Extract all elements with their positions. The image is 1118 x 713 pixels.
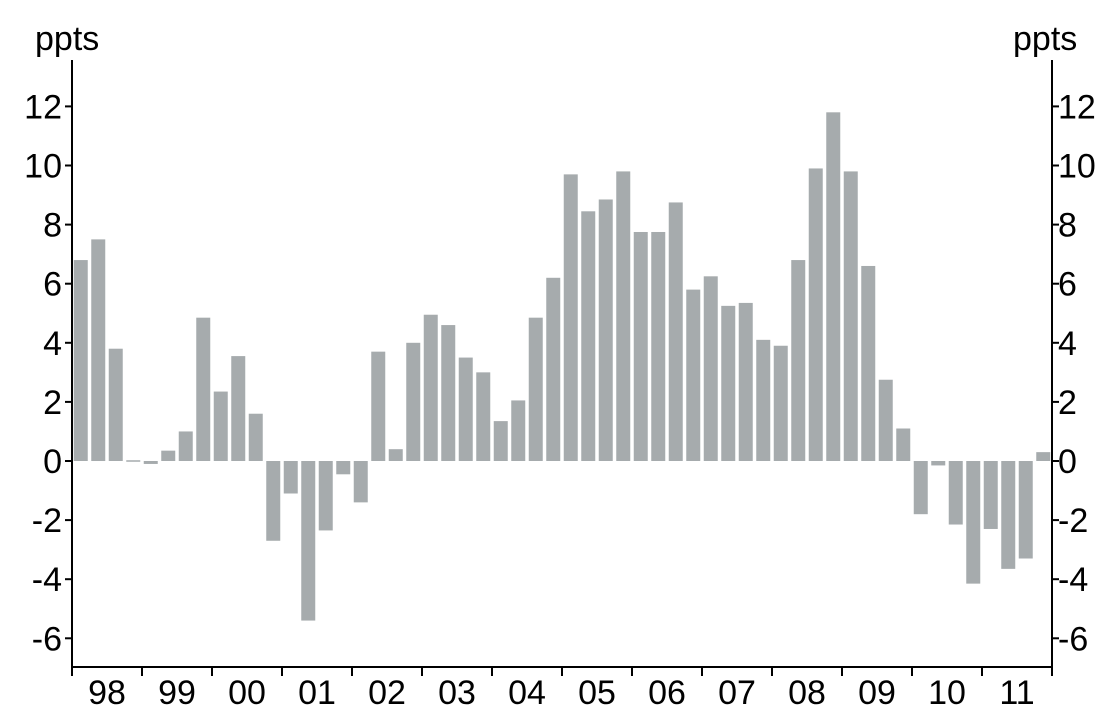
y-tick-label-left: -4 bbox=[32, 561, 62, 599]
y-tick-label-right: 2 bbox=[1058, 384, 1077, 422]
bar bbox=[703, 276, 718, 461]
bar bbox=[686, 289, 701, 461]
bar bbox=[493, 421, 508, 461]
bar bbox=[1018, 461, 1033, 559]
y-tick-label-right: 8 bbox=[1058, 207, 1077, 245]
bar bbox=[913, 461, 928, 515]
bar bbox=[353, 461, 368, 503]
bar bbox=[213, 391, 228, 461]
y-axis-label-right: ppts bbox=[1013, 20, 1077, 58]
x-tick-label: 99 bbox=[158, 674, 196, 712]
bar bbox=[668, 202, 683, 461]
axes-group bbox=[65, 60, 1059, 676]
bar bbox=[651, 231, 666, 461]
bar bbox=[826, 112, 841, 461]
y-tick-label-right: -4 bbox=[1058, 561, 1088, 599]
bar bbox=[108, 348, 123, 461]
bar bbox=[301, 461, 316, 621]
y-tick-label-right: 10 bbox=[1058, 148, 1096, 186]
x-tick-label: 00 bbox=[228, 674, 266, 712]
bar bbox=[511, 400, 526, 461]
y-tick-label-left: 12 bbox=[24, 88, 62, 126]
bar bbox=[633, 231, 648, 461]
y-tick-label-right: 4 bbox=[1058, 325, 1077, 363]
bar bbox=[476, 372, 491, 461]
bar bbox=[266, 461, 281, 541]
bar bbox=[738, 302, 753, 461]
bar bbox=[563, 174, 578, 461]
bar bbox=[126, 460, 141, 462]
bar bbox=[91, 239, 106, 462]
x-tick-label: 08 bbox=[788, 674, 826, 712]
y-tick-label-right: 12 bbox=[1058, 88, 1096, 126]
x-tick-label: 03 bbox=[438, 674, 476, 712]
bar bbox=[336, 461, 351, 475]
y-tick-label-right: 6 bbox=[1058, 266, 1077, 304]
bar bbox=[1036, 452, 1051, 461]
bar bbox=[721, 305, 736, 461]
bar bbox=[896, 428, 911, 461]
bar bbox=[458, 357, 473, 461]
bar bbox=[388, 449, 403, 461]
bar bbox=[423, 314, 438, 461]
y-tick-label-right: 0 bbox=[1058, 443, 1077, 481]
bar bbox=[791, 260, 806, 461]
y-tick-label-left: 8 bbox=[43, 207, 62, 245]
bar bbox=[406, 342, 421, 461]
y-tick-label-left: -6 bbox=[32, 620, 62, 658]
bar bbox=[861, 265, 876, 461]
bar bbox=[1001, 461, 1016, 569]
y-tick-label-right: -2 bbox=[1058, 502, 1088, 540]
bar bbox=[948, 461, 963, 525]
bar bbox=[178, 431, 193, 461]
bar bbox=[196, 317, 211, 461]
y-tick-label-right: -6 bbox=[1058, 620, 1088, 658]
bar bbox=[966, 461, 981, 584]
bar bbox=[248, 413, 263, 461]
bar bbox=[143, 461, 158, 464]
bar bbox=[756, 339, 771, 461]
x-tick-label: 05 bbox=[578, 674, 616, 712]
bar bbox=[318, 461, 333, 531]
bar bbox=[878, 379, 893, 461]
bar bbox=[441, 325, 456, 461]
bars-group bbox=[73, 112, 1051, 621]
bar bbox=[983, 461, 998, 529]
x-tick-label: 01 bbox=[298, 674, 336, 712]
x-tick-label: 09 bbox=[858, 674, 896, 712]
bar bbox=[283, 461, 298, 494]
y-axis-label-left: ppts bbox=[35, 20, 99, 58]
y-tick-label-left: 2 bbox=[43, 384, 62, 422]
bar bbox=[371, 351, 386, 461]
bar bbox=[931, 461, 946, 466]
y-tick-label-left: 4 bbox=[43, 325, 62, 363]
bar bbox=[808, 168, 823, 461]
y-tick-label-left: 10 bbox=[24, 148, 62, 186]
y-tick-label-left: 0 bbox=[43, 443, 62, 481]
bar bbox=[616, 171, 631, 461]
x-tick-label: 06 bbox=[648, 674, 686, 712]
x-tick-label: 98 bbox=[88, 674, 126, 712]
bar bbox=[546, 277, 561, 461]
x-tick-label: 10 bbox=[928, 674, 966, 712]
x-tick-label: 11 bbox=[999, 674, 1034, 712]
bar bbox=[231, 356, 246, 461]
x-tick-label: 07 bbox=[718, 674, 756, 712]
x-tick-label: 04 bbox=[508, 674, 546, 712]
bar bbox=[598, 199, 613, 462]
bar bbox=[773, 345, 788, 461]
bar bbox=[581, 211, 596, 461]
bar bbox=[161, 450, 176, 461]
bar bbox=[73, 260, 88, 461]
bar bbox=[843, 171, 858, 461]
bar bbox=[528, 317, 543, 461]
y-tick-label-left: 6 bbox=[43, 266, 62, 304]
x-tick-label: 02 bbox=[368, 674, 406, 712]
y-tick-label-left: -2 bbox=[32, 502, 62, 540]
